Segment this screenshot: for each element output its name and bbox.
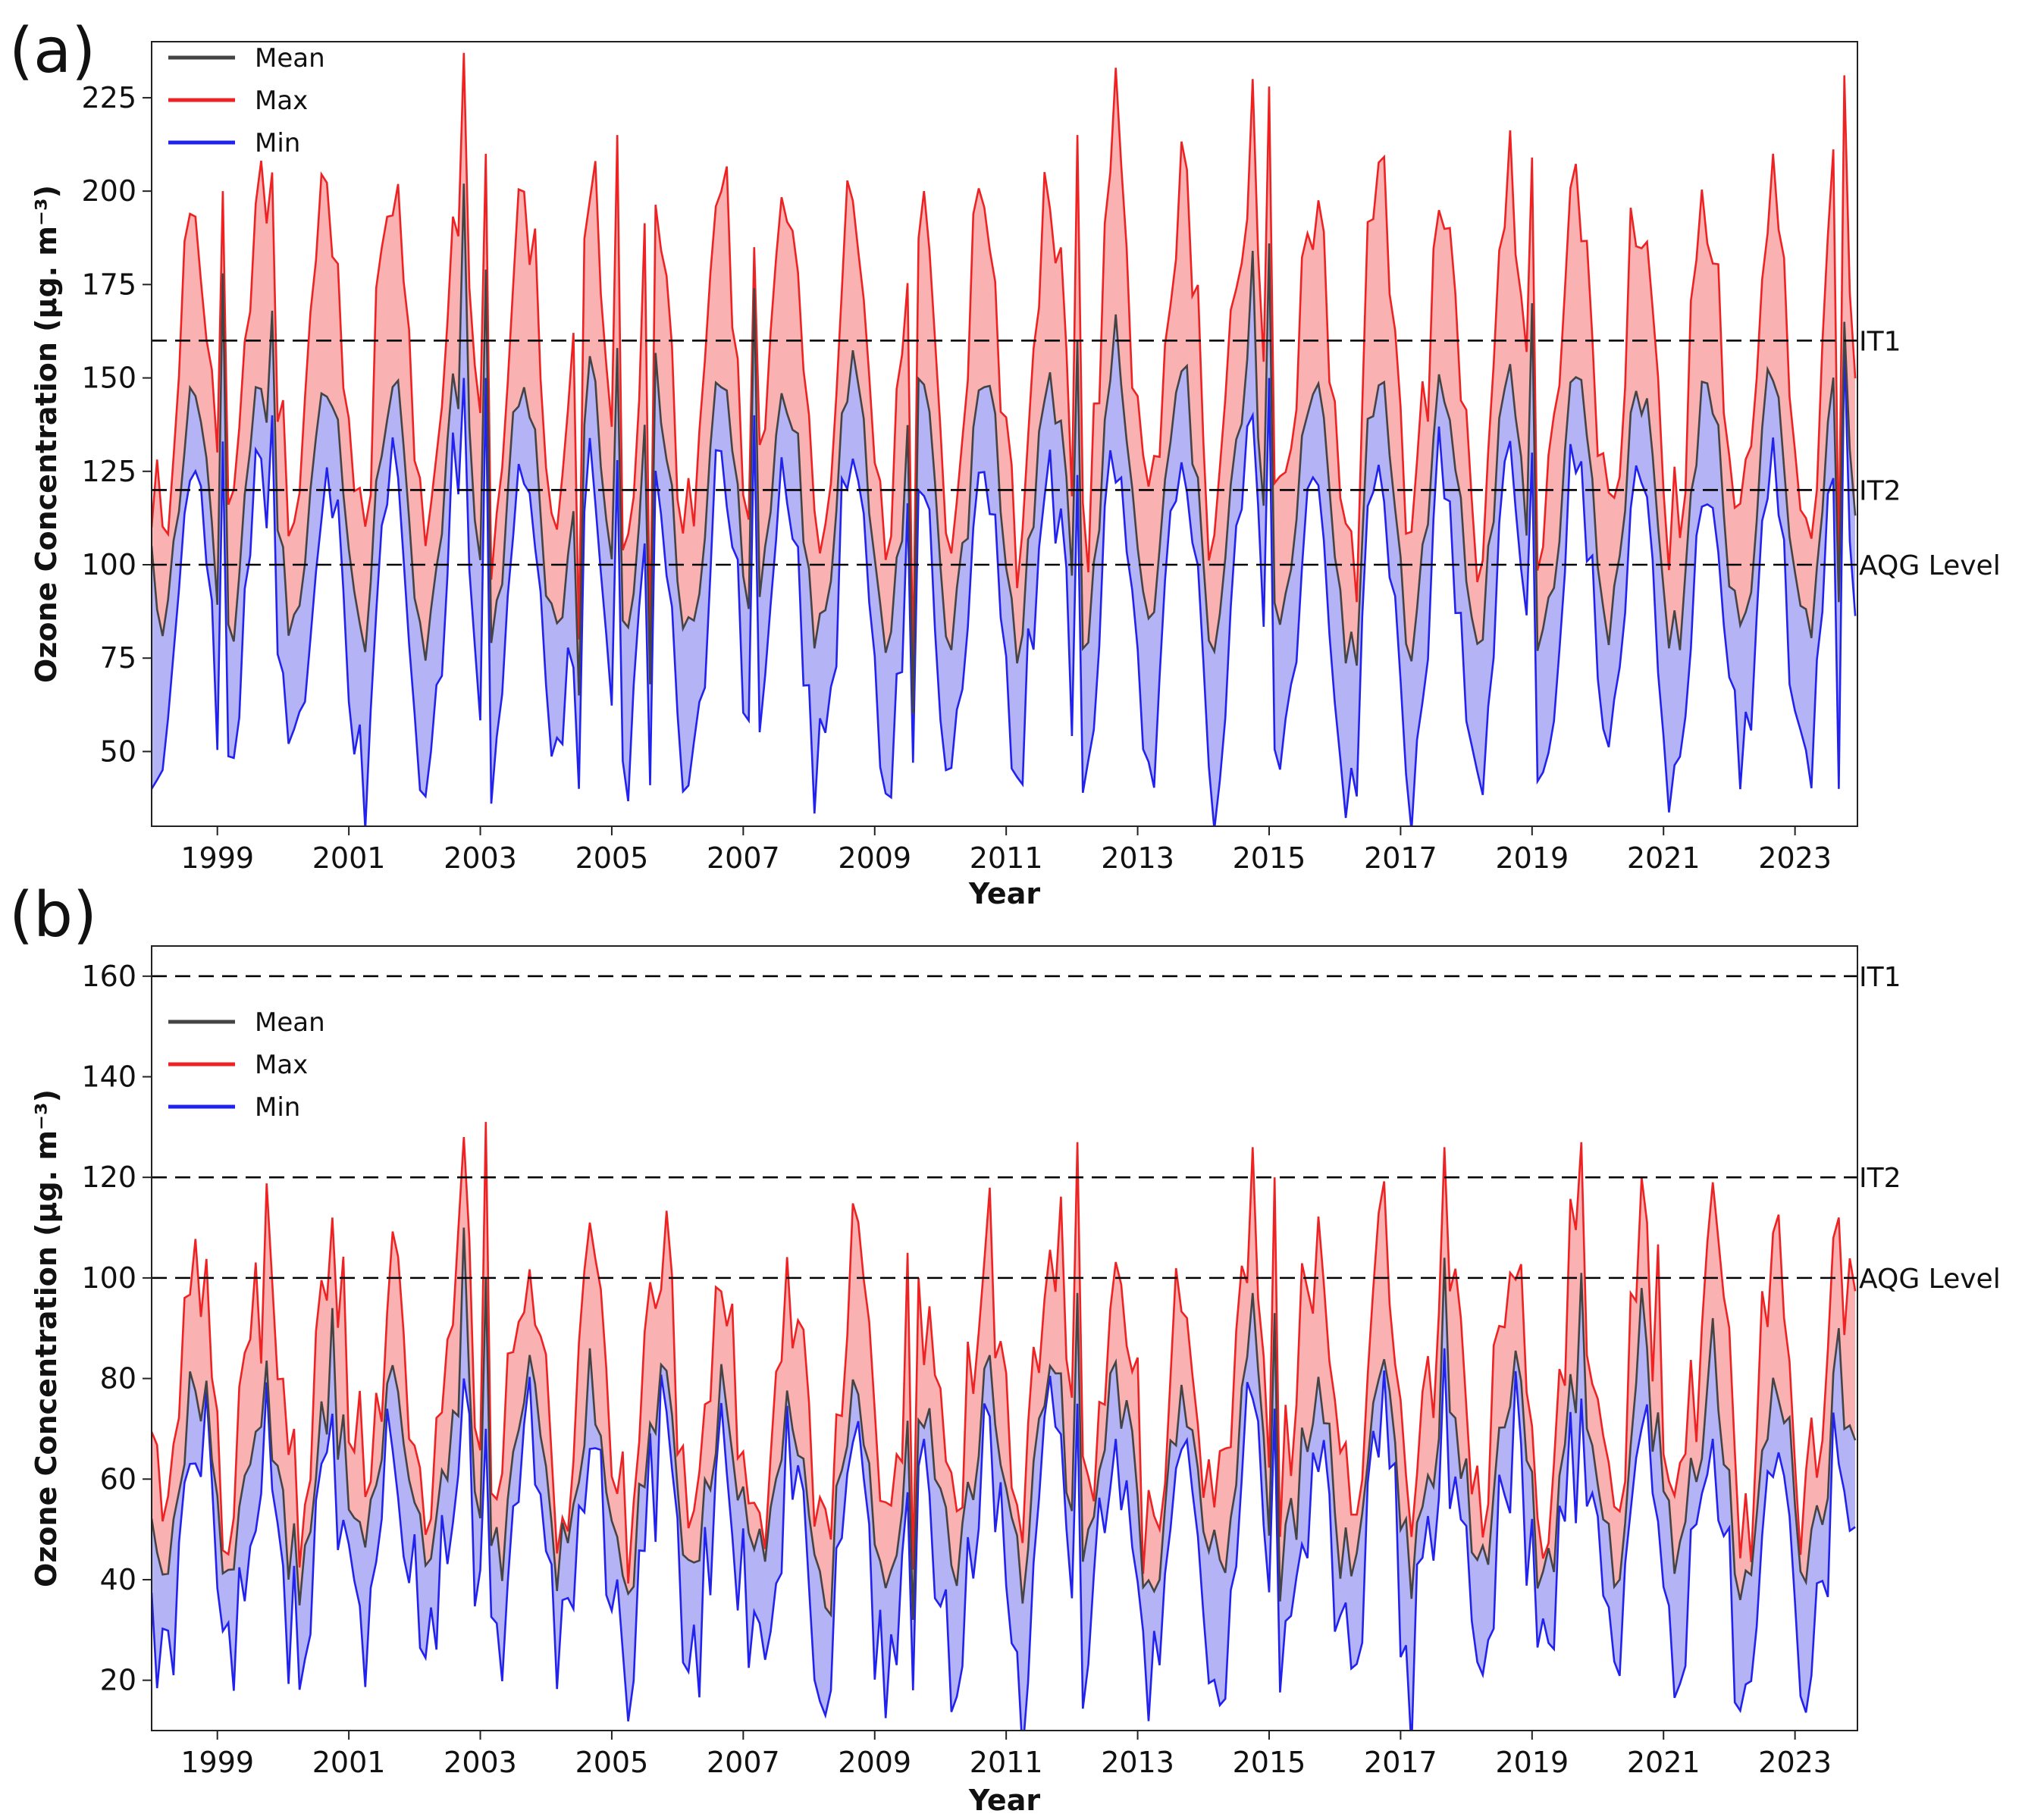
series-mean-line <box>152 183 1857 715</box>
x-tick-label: 1999 <box>180 1746 254 1779</box>
x-tick-label: 2023 <box>1758 841 1832 875</box>
legend-label-min: Min <box>255 1092 300 1123</box>
y-tick-label: 175 <box>81 268 136 301</box>
x-tick-label: 2023 <box>1758 1746 1832 1779</box>
x-tick-label: 2021 <box>1627 841 1701 875</box>
reference-line-label: IT1 <box>1859 962 1901 993</box>
panel-letter: (a) <box>9 15 96 87</box>
y-tick-label: 150 <box>81 362 136 395</box>
x-tick-label: 2011 <box>970 1746 1043 1779</box>
plot-area <box>152 52 1857 826</box>
max-band-fill <box>152 1122 1856 1620</box>
y-tick-label: 160 <box>81 960 136 993</box>
reference-line-label: IT1 <box>1859 326 1901 357</box>
reference-line-label: AQG Level <box>1859 550 2001 581</box>
legend-label-max: Max <box>255 86 308 116</box>
legend: Mean Max Min <box>168 43 325 158</box>
y-tick-label: 80 <box>100 1362 136 1396</box>
panel-letter: (b) <box>9 879 97 951</box>
x-tick-label: 2001 <box>312 1746 386 1779</box>
x-axis-title: Year <box>968 1784 1040 1817</box>
panel-b: (b) IT1 IT2 AQG Level 20 40 60 80 100 120 140 160 19… <box>9 879 2001 1817</box>
series-max-line <box>152 52 1857 670</box>
y-tick-label: 120 <box>81 1161 136 1194</box>
x-tick-label: 2017 <box>1364 841 1437 875</box>
y-tick-label: 100 <box>81 1261 136 1295</box>
x-tick-label: 2015 <box>1233 1746 1306 1779</box>
y-tick-label: 225 <box>81 81 136 114</box>
x-tick-label: 2003 <box>444 1746 517 1779</box>
x-tick-label: 2019 <box>1495 841 1569 875</box>
plot-frame <box>151 41 1858 827</box>
series-mean-line <box>152 1227 1857 1621</box>
series-max-line <box>152 1122 1857 1583</box>
x-tick-label: 2019 <box>1495 1746 1569 1779</box>
y-tick-label: 40 <box>100 1563 136 1596</box>
series-min-line <box>152 1348 1856 1731</box>
x-tick-label: 2021 <box>1627 1746 1701 1779</box>
x-tick-label: 2007 <box>707 841 780 875</box>
panel-a: (a) IT1 IT2 AQG Level 50 75 100 125 150 175 200 225… <box>9 15 2001 910</box>
plot-frame <box>151 945 1858 1731</box>
legend-label-mean: Mean <box>255 43 325 74</box>
y-tick-label: 50 <box>100 735 136 768</box>
reference-line-label: AQG Level <box>1859 1264 2001 1295</box>
x-tick-label: 2007 <box>707 1746 780 1779</box>
x-tick-label: 2013 <box>1101 841 1174 875</box>
y-tick-label: 60 <box>100 1462 136 1496</box>
series-min-line <box>152 340 1857 826</box>
x-tick-label: 2005 <box>575 1746 649 1779</box>
y-tick-label: 100 <box>81 548 136 581</box>
x-tick-label: 2017 <box>1364 1746 1437 1779</box>
y-tick-label: 75 <box>100 641 136 675</box>
legend: Mean Max Min <box>168 1007 325 1123</box>
y-axis-title: Ozone Concentration (µg. m⁻³) <box>30 185 63 683</box>
y-tick-label: 125 <box>81 455 136 488</box>
x-tick-label: 2009 <box>838 1746 911 1779</box>
reference-line-label: IT2 <box>1859 475 1901 506</box>
y-tick-label: 200 <box>81 174 136 208</box>
x-tick-label: 2011 <box>970 841 1043 875</box>
legend-label-max: Max <box>255 1050 308 1080</box>
x-tick-label: 2005 <box>575 841 649 875</box>
x-tick-label: 2003 <box>444 841 517 875</box>
x-tick-label: 1999 <box>180 841 254 875</box>
x-tick-label: 2009 <box>838 841 911 875</box>
x-tick-label: 2001 <box>312 841 386 875</box>
legend-label-mean: Mean <box>255 1007 325 1038</box>
y-tick-label: 140 <box>81 1060 136 1094</box>
y-tick-label: 20 <box>100 1664 136 1697</box>
x-axis-title: Year <box>968 877 1040 910</box>
x-tick-label: 2015 <box>1233 841 1306 875</box>
legend-label-min: Min <box>255 128 300 158</box>
plot-area <box>152 1122 1857 1731</box>
reference-line-label: IT2 <box>1859 1163 1901 1194</box>
x-tick-label: 2013 <box>1101 1746 1174 1779</box>
max-band-fill <box>152 52 1856 715</box>
y-axis-title: Ozone Concentration (µg. m⁻³) <box>30 1089 63 1587</box>
